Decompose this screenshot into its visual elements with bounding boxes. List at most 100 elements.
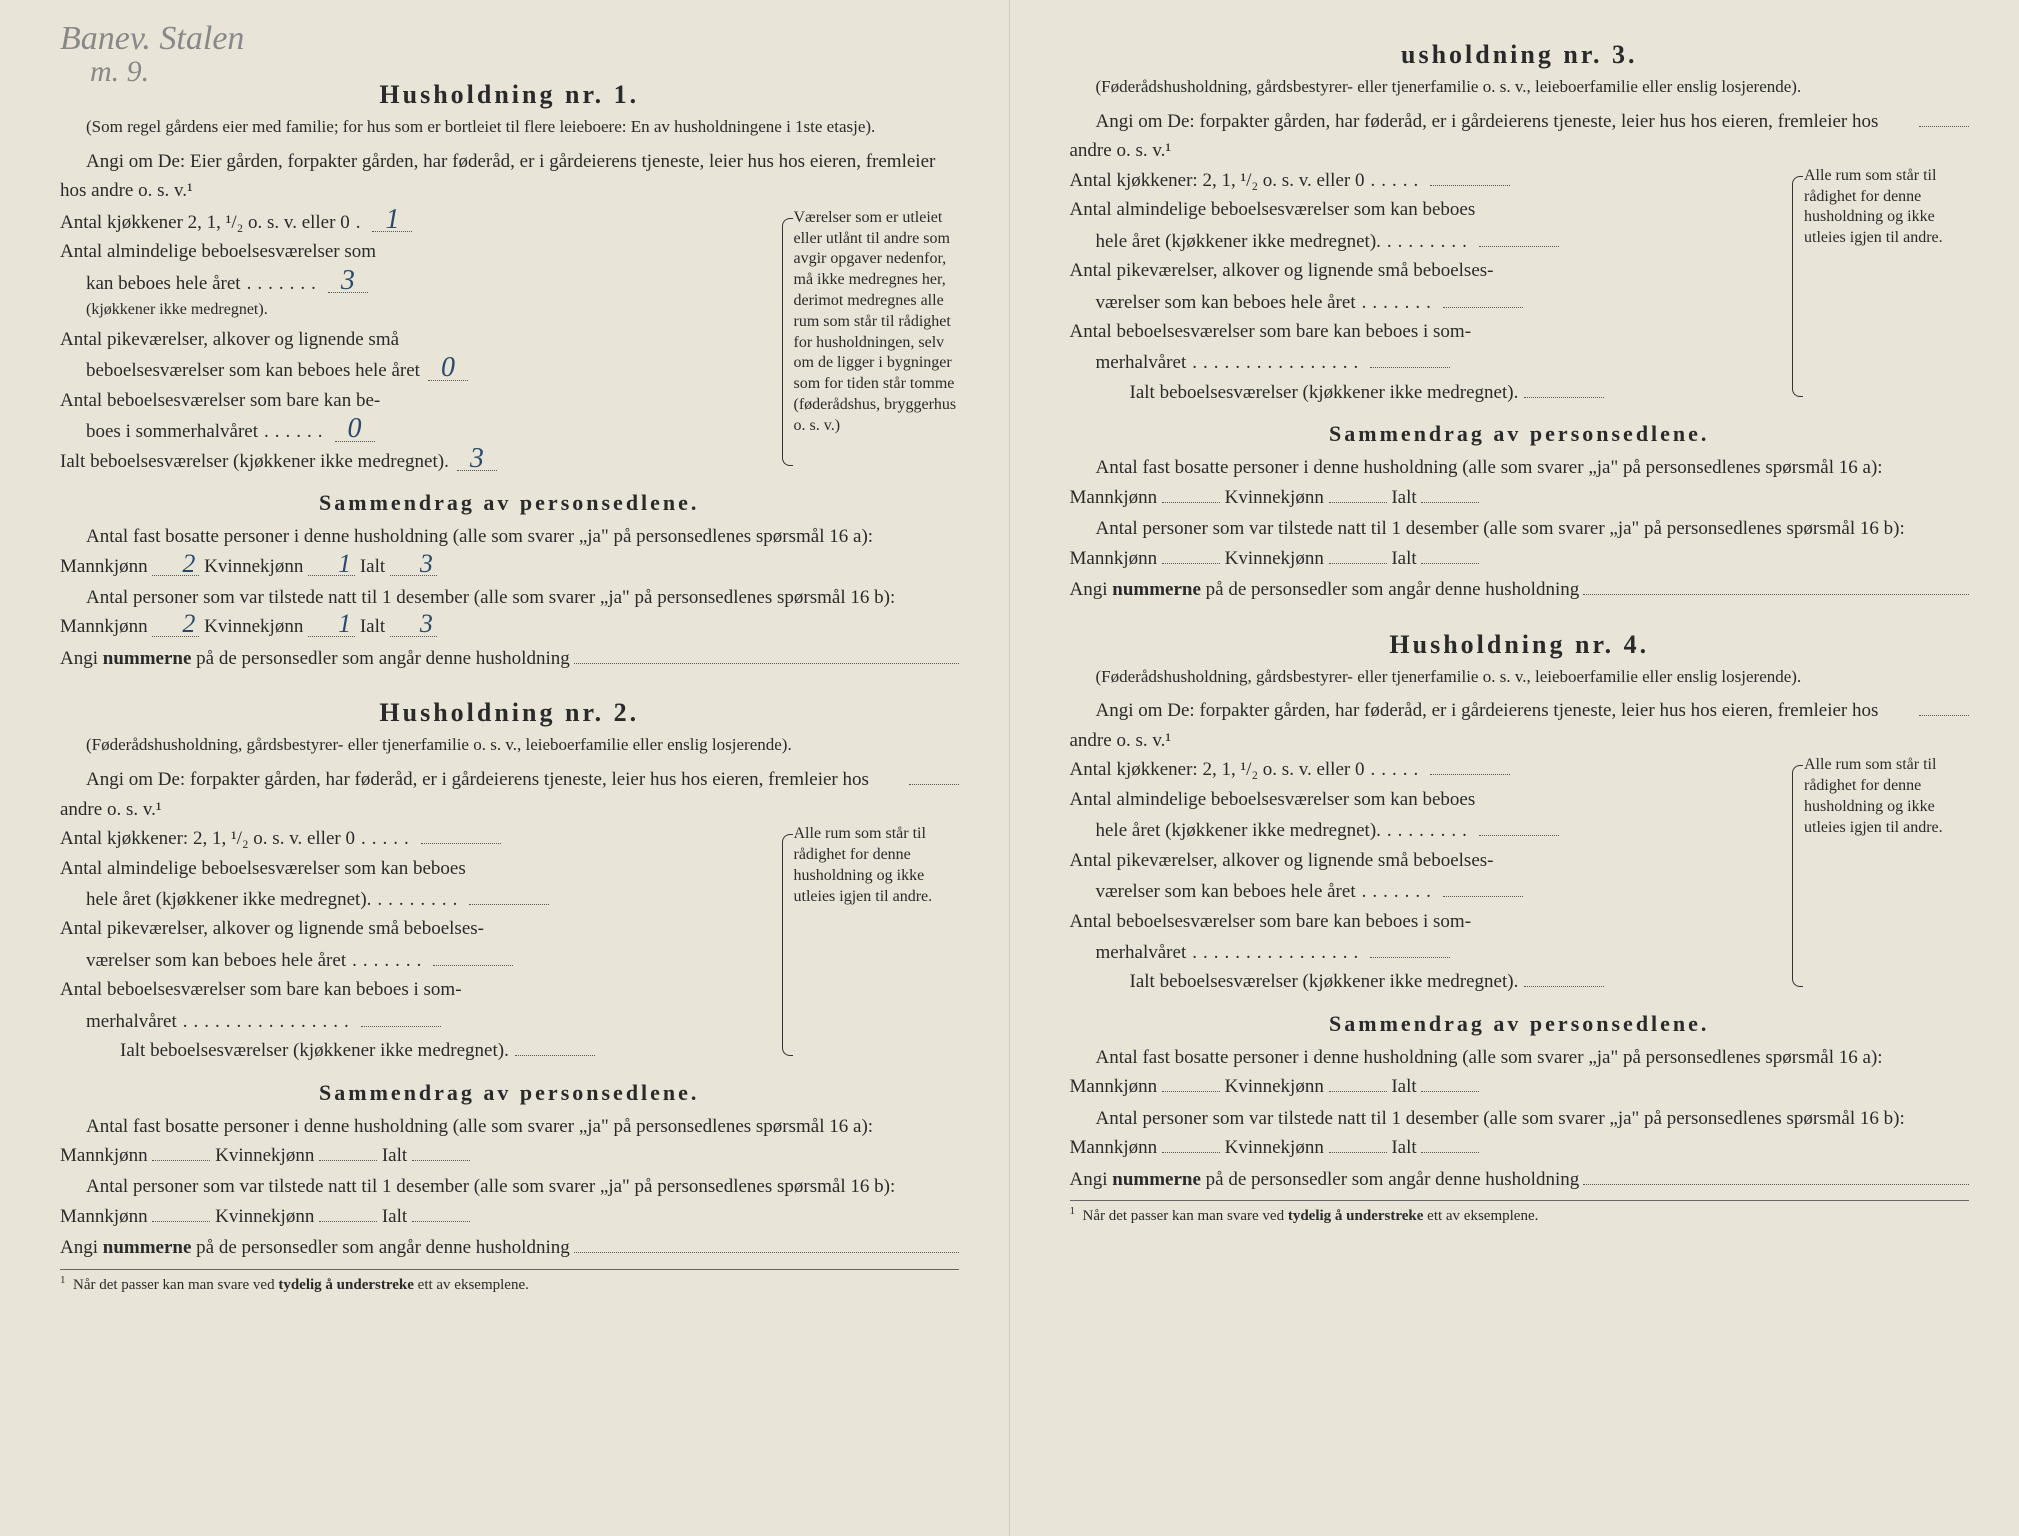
angi-text-2: Angi om De: forpakter gården, har føderå… [60, 765, 905, 824]
sommer-label2: boes i sommerhalvåret [86, 417, 258, 446]
footnote-left: 1 Når det passer kan man svare ved tydel… [60, 1269, 959, 1294]
ialt-label: Ialt [382, 1145, 407, 1166]
kitchen-label-2: Antal kjøkkener: 2, 1, ¹/₂ o. s. v. elle… [60, 824, 355, 853]
nummerne-blank [574, 663, 959, 664]
blank [1329, 563, 1387, 564]
blank [1329, 1091, 1387, 1092]
pike2-label2: værelser som kan beboes hele året [86, 946, 346, 975]
dots: ...... [258, 417, 335, 446]
kitchen-label: Antal kjøkkener 2, 1, ¹/₂ o. s. v. eller… [60, 208, 350, 237]
nummerne-txt-2: Angi nummerne på de personsedler som ang… [60, 1233, 570, 1262]
p16b-intro-3: Antal personer som var tilstede natt til… [1070, 518, 1905, 568]
blank [1162, 1152, 1220, 1153]
blank [1479, 835, 1559, 836]
pike3-row-1: Antal pikeværelser, alkover og lignende … [1070, 256, 1783, 285]
blank [319, 1221, 377, 1222]
pike4-label2: værelser som kan beboes hele året [1096, 877, 1356, 906]
rooms2-label2: hele året (kjøkkener ikke medregnet). [86, 885, 371, 914]
household-4-paren: (Føderådshusholdning, gårdsbestyrer- ell… [1070, 666, 1970, 689]
household-4-sidenote: Alle rum som står til rådighet for denne… [1792, 755, 1969, 997]
handwriting-subheader: m. 9. [90, 55, 149, 89]
nummerne-txt-4: Angi nummerne på de personsedler som ang… [1070, 1165, 1580, 1194]
ialt-value: 3 [457, 448, 497, 471]
p16b-2-line: Antal personer som var tilstede natt til… [60, 1172, 959, 1231]
ialt-label: Ialt [382, 1206, 407, 1227]
blank [1421, 1091, 1479, 1092]
ialt-label: Ialt [360, 616, 385, 637]
blank [152, 1160, 210, 1161]
blank [361, 1026, 441, 1027]
dots: ....... [1356, 877, 1443, 906]
household-3-angi: Angi om De: forpakter gården, har føderå… [1070, 107, 1970, 166]
blank [412, 1221, 470, 1222]
household-2-angi: Angi om De: forpakter gården, har føderå… [60, 765, 959, 824]
sommer-row-2: boes i sommerhalvåret ...... 0 [60, 417, 772, 446]
household-1-angi: Angi om De: Eier gården, forpakter gårde… [60, 147, 959, 206]
ialt-label: Ialt [1391, 1076, 1416, 1097]
ialt-label: Ialt [360, 556, 385, 577]
rooms-row-1: Antal almindelige beboelsesværelser som [60, 237, 772, 266]
pike4-row-1: Antal pikeværelser, alkover og lignende … [1070, 846, 1783, 875]
blank [1421, 1152, 1479, 1153]
blank [1370, 957, 1450, 958]
household-3-sidenote: Alle rum som står til rådighet for denne… [1792, 166, 1969, 408]
blank [1162, 563, 1220, 564]
pike2-row-2: værelser som kan beboes hele året ......… [60, 946, 772, 975]
rooms-sub: (kjøkkener ikke medregnet). [60, 298, 772, 323]
household-4-section: Husholdning nr. 4. (Føderådshusholdning,… [1070, 630, 1970, 1226]
blank [909, 784, 959, 785]
rooms-main-col: Antal kjøkkener 2, 1, ¹/₂ o. s. v. eller… [60, 208, 772, 476]
blank [1919, 715, 1969, 716]
pike-label2: beboelsesværelser som kan beboes hele år… [86, 356, 420, 385]
blank [515, 1055, 595, 1056]
p16a-3-line: Antal fast bosatte personer i denne hush… [1070, 453, 1970, 512]
kvinne-label: Kvinnekjønn [204, 556, 303, 577]
rooms-label2: kan beboes hele året [86, 269, 241, 298]
pike3-label2: værelser som kan beboes hele året [1096, 288, 1356, 317]
nummerne-txt-3: Angi nummerne på de personsedler som ang… [1070, 575, 1580, 604]
ialt-label: Ialt [1391, 487, 1416, 508]
p16a-4-line: Antal fast bosatte personer i denne hush… [1070, 1043, 1970, 1102]
sammendrag-1-head: Sammendrag av personsedlene. [60, 490, 959, 516]
sammendrag-4-head: Sammendrag av personsedlene. [1070, 1011, 1970, 1037]
ialt4-row: Ialt beboelsesværelser (kjøkkener ikke m… [1070, 967, 1783, 996]
sommer-value: 0 [335, 418, 375, 441]
dots: ........ [1381, 227, 1479, 256]
p16b-1-line: Antal personer som var tilstede natt til… [60, 583, 959, 642]
kitchen-row-4: Antal kjøkkener: 2, 1, ¹/₂ o. s. v. elle… [1070, 755, 1783, 784]
blank [433, 965, 513, 966]
rooms4-row-2: hele året (kjøkkener ikke medregnet). ..… [1070, 816, 1783, 845]
nummerne-3-line: Angi nummerne på de personsedler som ang… [1070, 575, 1970, 604]
household-3-title: usholdning nr. 3. [1070, 40, 1970, 70]
rooms3-row-2: hele året (kjøkkener ikke medregnet). ..… [1070, 227, 1783, 256]
kvinne-label: Kvinnekjønn [215, 1206, 314, 1227]
blank [1162, 1091, 1220, 1092]
ialt-row: Ialt beboelsesværelser (kjøkkener ikke m… [60, 447, 772, 476]
kitchen-label-4: Antal kjøkkener: 2, 1, ¹/₂ o. s. v. elle… [1070, 755, 1365, 784]
household-4-title: Husholdning nr. 4. [1070, 630, 1970, 660]
blank [1524, 397, 1604, 398]
p16a-1-line: Antal fast bosatte personer i denne hush… [60, 522, 959, 581]
rooms-main-col-2: Antal kjøkkener: 2, 1, ¹/₂ o. s. v. elle… [60, 824, 772, 1066]
kvinne-label: Kvinnekjønn [204, 616, 303, 637]
ialt-label: Ialt [1391, 548, 1416, 569]
pike3-row-2: værelser som kan beboes hele året ......… [1070, 288, 1783, 317]
kvinne-label: Kvinnekjønn [1225, 1137, 1324, 1158]
kitchen-value: 1 [372, 209, 412, 232]
rooms-main-col-4: Antal kjøkkener: 2, 1, ¹/₂ o. s. v. elle… [1070, 755, 1783, 997]
dots: ........ [1381, 816, 1479, 845]
kitchen-label-3: Antal kjøkkener: 2, 1, ¹/₂ o. s. v. elle… [1070, 166, 1365, 195]
p16b-4-line: Antal personer som var tilstede natt til… [1070, 1104, 1970, 1163]
kitchen-row-2: Antal kjøkkener: 2, 1, ¹/₂ o. s. v. elle… [60, 824, 772, 853]
ialt3-label: Ialt beboelsesværelser (kjøkkener ikke m… [1130, 378, 1519, 407]
sommer3-row-2: merhalvåret ................ [1070, 348, 1783, 377]
angi-text-4: Angi om De: forpakter gården, har føderå… [1070, 696, 1916, 755]
blank [1583, 1184, 1969, 1185]
sommer4-row-2: merhalvåret ................ [1070, 938, 1783, 967]
ialt-label: Ialt [1391, 1137, 1416, 1158]
blank [1421, 563, 1479, 564]
sommer4-label2: merhalvåret [1096, 938, 1187, 967]
household-2-section: Husholdning nr. 2. (Føderådshusholdning,… [60, 698, 959, 1294]
right-page: usholdning nr. 3. (Føderådshusholdning, … [1010, 0, 2019, 1536]
rooms2-row-2: hele året (kjøkkener ikke medregnet). ..… [60, 885, 772, 914]
